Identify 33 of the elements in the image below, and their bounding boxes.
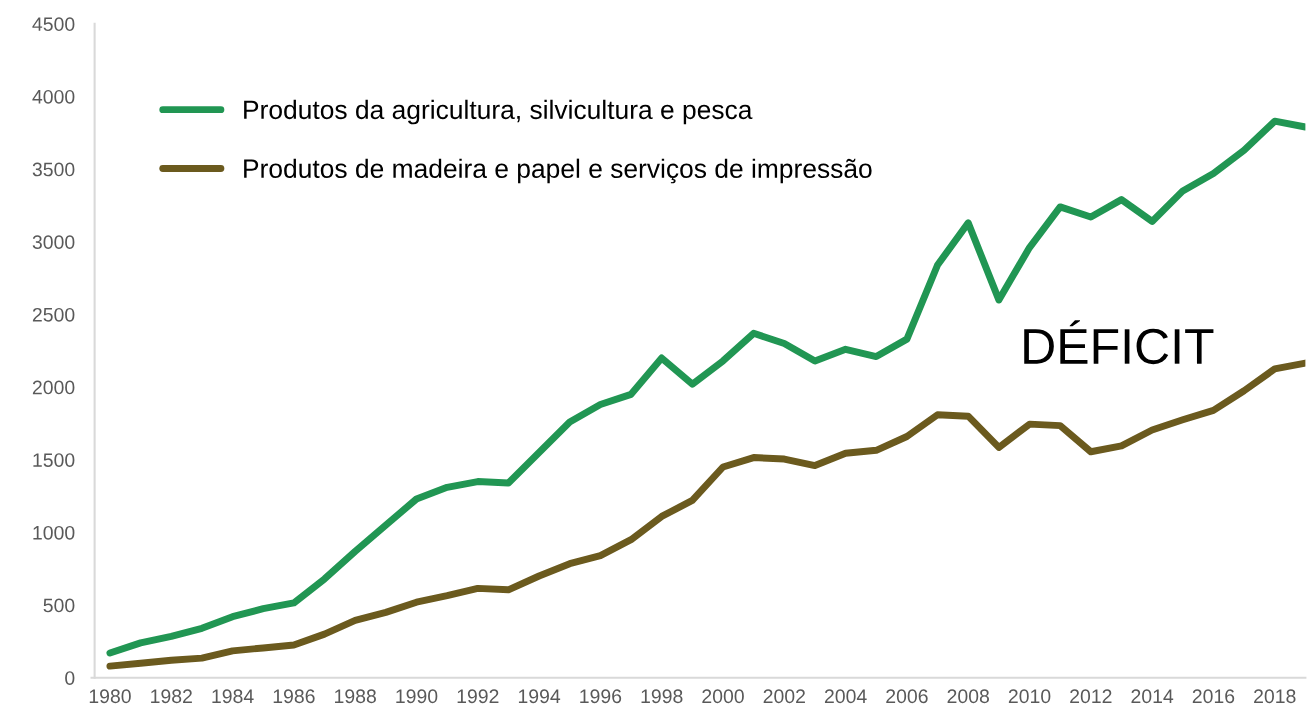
x-tick-label: 1988	[335, 689, 376, 704]
x-tick-label: 2002	[763, 689, 805, 704]
x-tick-label: 1986	[273, 689, 315, 704]
annotation: DÉFICIT	[1024, 320, 1214, 365]
x-tick-label: 1984	[212, 689, 254, 704]
x-tick-label: 2008	[947, 689, 989, 704]
x-tick-label: 1992	[457, 689, 499, 704]
y-tick-label: 2000	[32, 380, 75, 395]
x-tick-label: 1990	[396, 689, 438, 704]
legend-label: Produtos de madeira e papel e serviços de impressão	[244, 158, 872, 184]
y-tick-label: 3500	[32, 162, 75, 177]
x-tick-label: 2018	[1254, 689, 1296, 704]
y-tick-label: 1000	[33, 525, 75, 540]
x-tick-label: 1996	[580, 689, 622, 704]
x-tick-label: 2016	[1192, 689, 1235, 704]
x-tick-label: 1980	[89, 689, 131, 704]
x-tick-label: 1982	[151, 689, 192, 704]
x-tick-label: 2000	[702, 689, 744, 704]
x-tick-label: 2014	[1131, 689, 1174, 704]
x-tick-label: 1994	[518, 689, 561, 704]
x-tick-label: 2004	[824, 689, 867, 704]
x-tick-label: 2010	[1008, 689, 1051, 704]
y-tick-label: 1500	[33, 453, 75, 467]
x-tick-label: 2006	[886, 689, 928, 704]
y-tick-label: 500	[43, 598, 75, 613]
x-tick-label: 1998	[641, 689, 683, 704]
y-tick-label: 4500	[32, 17, 75, 32]
y-tick-label: 3000	[32, 235, 75, 250]
x-tick-label: 2012	[1070, 689, 1112, 704]
y-tick-label: 4000	[32, 89, 75, 104]
y-tick-label: 2500	[32, 307, 75, 322]
legend-label: Produtos da agricultura, silvicultura e pesca	[244, 99, 753, 125]
y-tick-label: 0	[65, 671, 75, 685]
